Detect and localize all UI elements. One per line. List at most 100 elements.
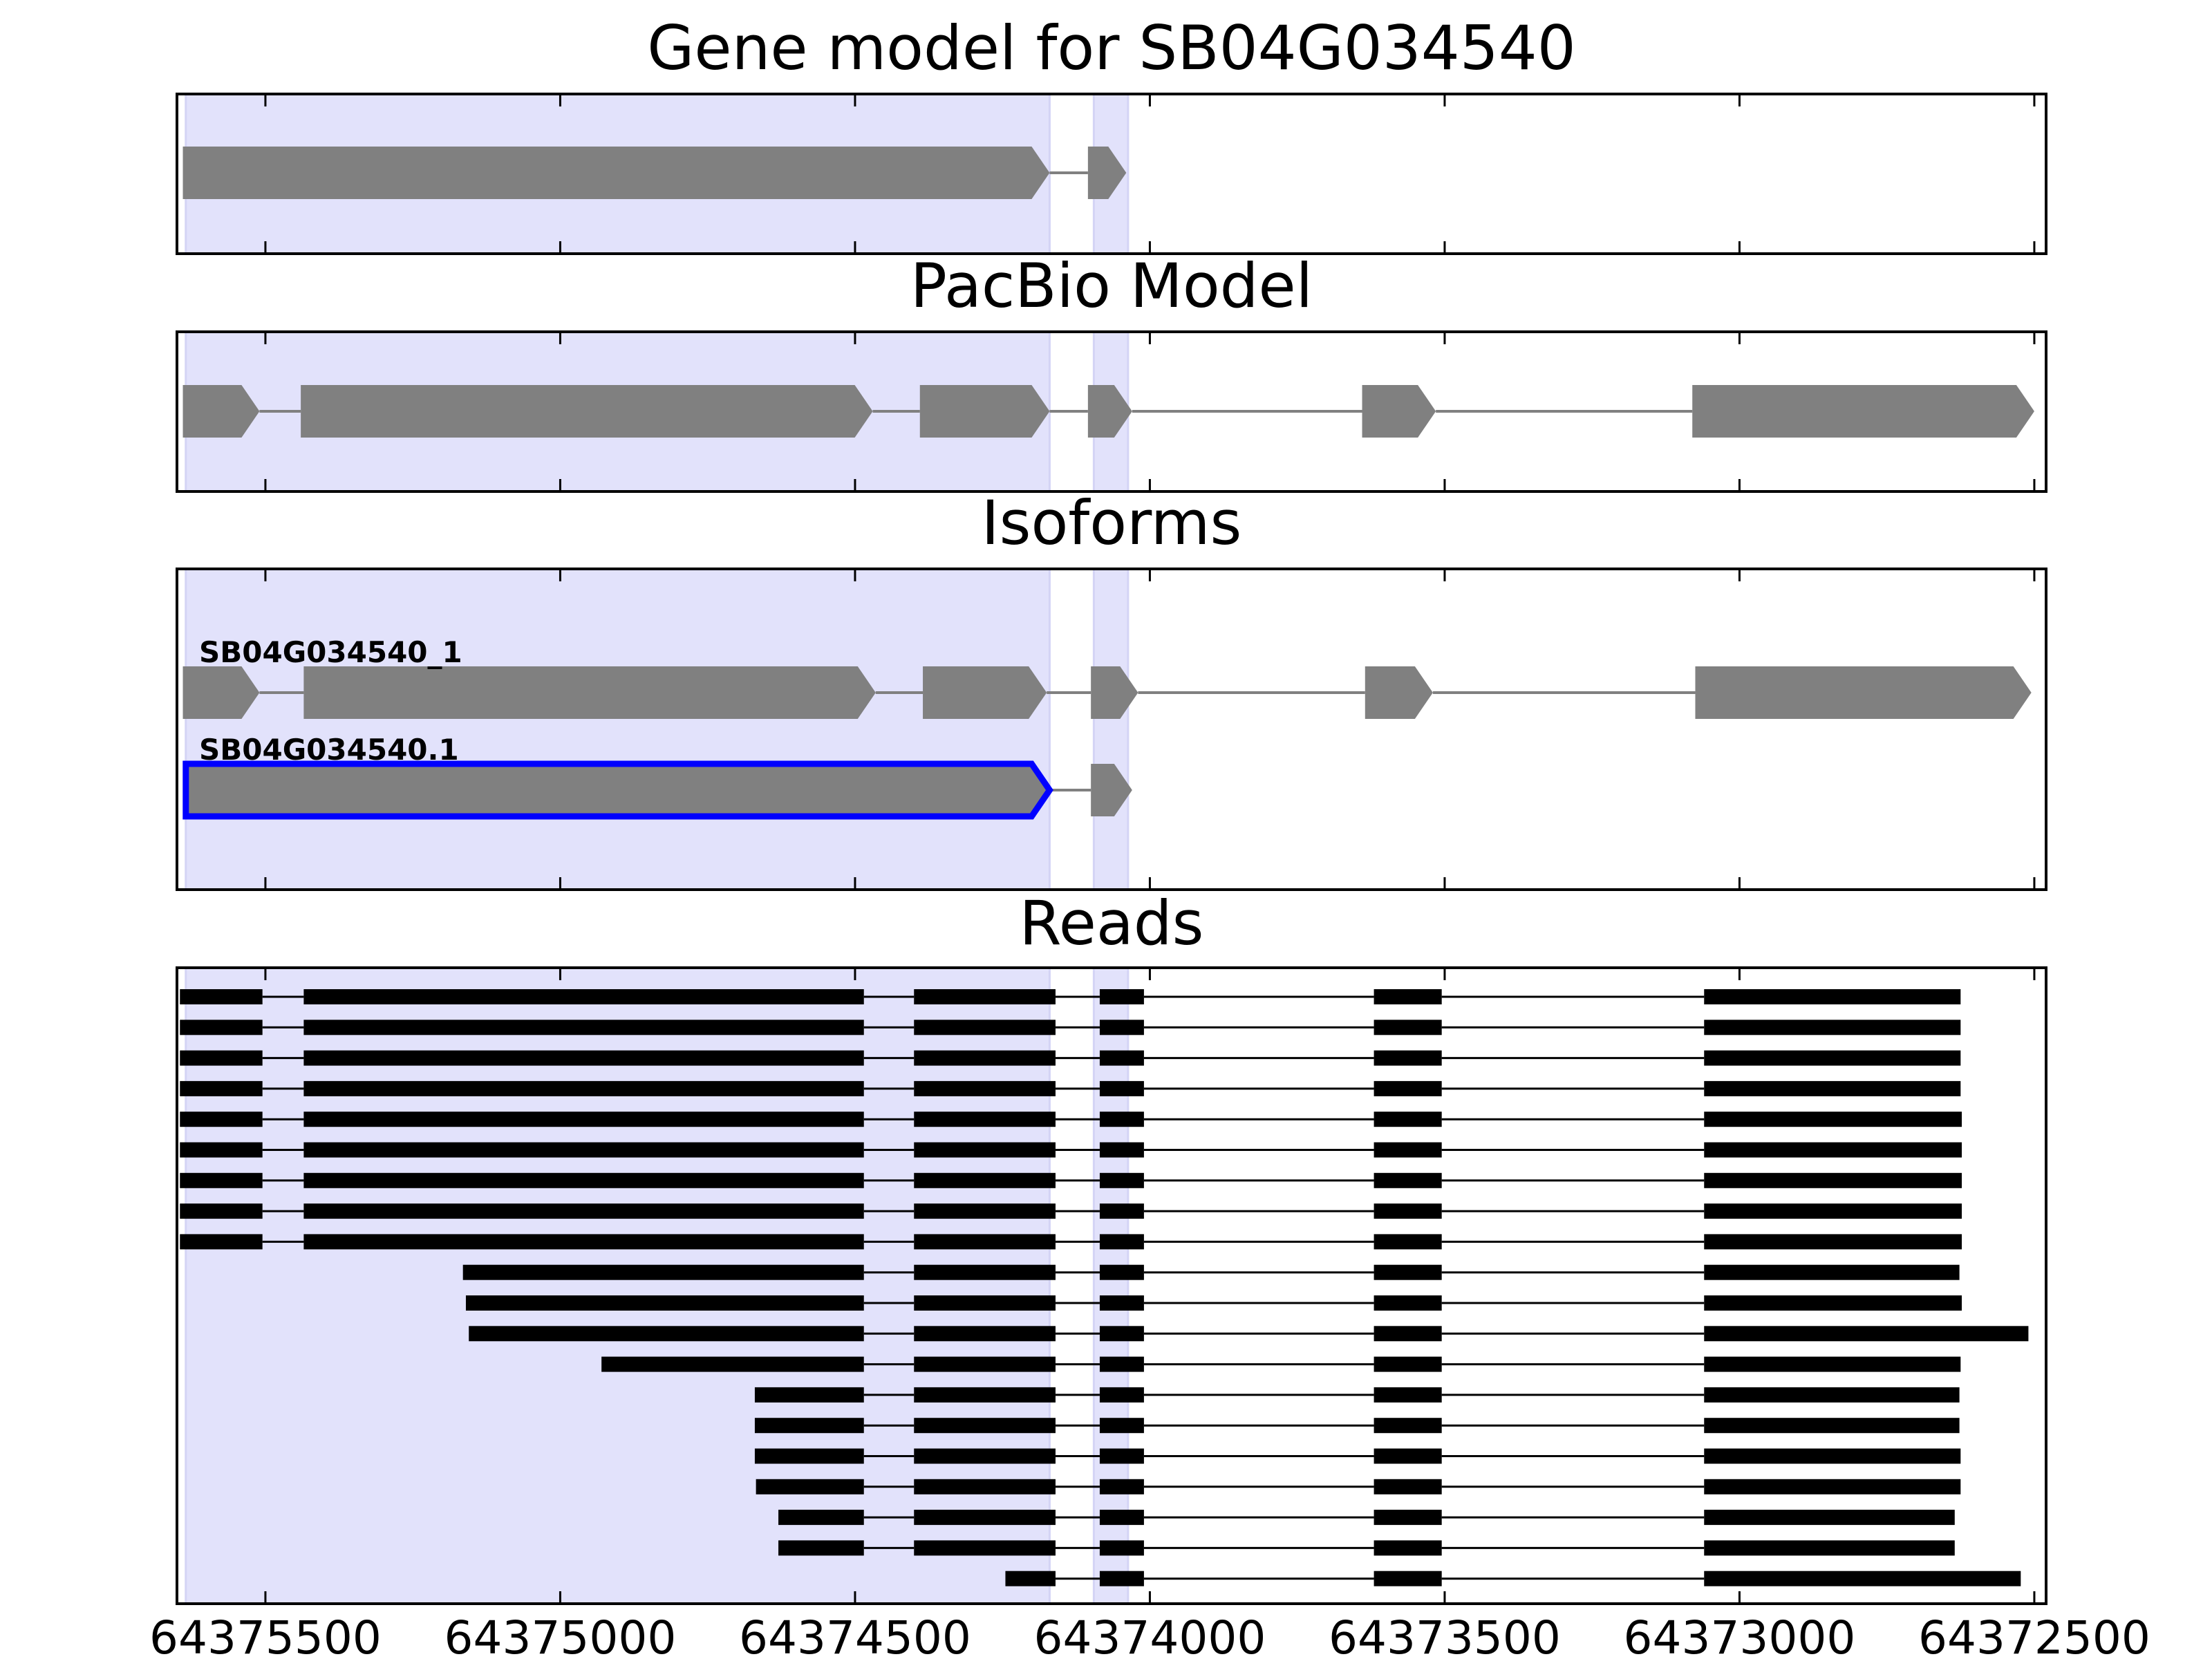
read-row	[180, 1112, 1962, 1127]
read-exon	[1374, 1172, 1442, 1188]
read-row	[180, 1203, 1962, 1219]
read-exon	[1374, 1571, 1442, 1586]
read-exon	[180, 1112, 263, 1127]
read-row	[462, 1264, 1960, 1280]
read-exon	[1374, 1295, 1442, 1311]
read-exon	[1704, 1112, 1962, 1127]
read-row	[180, 1142, 1962, 1158]
read-exon	[914, 1020, 1056, 1035]
read-row	[601, 1356, 1961, 1372]
tick-label: 64374500	[739, 1611, 971, 1659]
read-row	[180, 1172, 1962, 1188]
exon-arrow	[182, 385, 260, 438]
read-exon	[1704, 1295, 1962, 1311]
highlight-region	[1092, 966, 1130, 1605]
exon-arrow	[1091, 666, 1138, 719]
read-exon	[1704, 1418, 1960, 1434]
read-exon	[914, 989, 1056, 1004]
isoform-label: SB04G034540.1	[199, 733, 459, 767]
read-exon	[1374, 1050, 1442, 1066]
exon-arrow	[1695, 666, 2032, 719]
read-exon	[1704, 1540, 1955, 1556]
read-exon	[1374, 1112, 1442, 1127]
exon-arrow	[923, 666, 1047, 719]
read-exon	[180, 1020, 263, 1035]
isoform-label: SB04G034540_1	[199, 635, 462, 669]
read-exon	[1704, 1234, 1962, 1250]
exon-arrow	[1692, 385, 2034, 438]
text-layer: Gene model for SB04G034540 PacBio Model Is…	[149, 12, 2150, 1659]
read-exon	[180, 1080, 263, 1096]
exon-arrow	[182, 760, 1053, 820]
read-exon	[1099, 1234, 1144, 1250]
read-exon	[1704, 1020, 1961, 1035]
transcript-row[interactable]	[182, 147, 1127, 199]
highlight-region	[185, 568, 1051, 891]
read-exon	[1099, 1264, 1144, 1280]
exon-arrow	[301, 385, 873, 438]
exon-arrow	[182, 147, 1050, 199]
read-exon	[303, 1172, 864, 1188]
read-exon	[778, 1510, 864, 1526]
read-row	[180, 1234, 1962, 1250]
tick-label: 64373500	[1329, 1611, 1561, 1659]
exon-arrow	[1087, 385, 1132, 438]
read-exon	[1704, 1356, 1961, 1372]
read-exon	[180, 1203, 263, 1219]
read-exon	[1704, 1203, 1962, 1219]
read-exon	[465, 1295, 864, 1311]
read-exon	[914, 1112, 1056, 1127]
read-exon	[914, 1172, 1056, 1188]
exon-arrow	[919, 385, 1050, 438]
read-exon	[1374, 1356, 1442, 1372]
read-exon	[1099, 1326, 1144, 1342]
read-exon	[1099, 1540, 1144, 1556]
exon-arrow	[1362, 385, 1436, 438]
read-exon	[1374, 1203, 1442, 1219]
read-exon	[1374, 1418, 1442, 1434]
read-exon	[754, 1418, 864, 1434]
read-exon	[469, 1326, 864, 1342]
read-exon	[914, 1356, 1056, 1372]
read-exon	[1704, 1510, 1955, 1526]
transcript-row[interactable]	[182, 760, 1132, 820]
highlight-region	[1092, 568, 1130, 891]
read-exon	[1099, 1510, 1144, 1526]
panel-frame	[176, 330, 2047, 493]
read-exon	[1099, 989, 1144, 1004]
read-row	[778, 1540, 1955, 1556]
read-exon	[1099, 1571, 1144, 1586]
read-exon	[303, 1112, 864, 1127]
read-exon	[1099, 1387, 1144, 1403]
read-exon	[1099, 1112, 1144, 1127]
read-exon	[914, 1540, 1056, 1556]
read-exon	[914, 1448, 1056, 1464]
read-exon	[778, 1540, 864, 1556]
read-exon	[754, 1387, 864, 1403]
transcript-row[interactable]	[182, 385, 2034, 438]
read-exon	[180, 1050, 263, 1066]
tick-label: 64375000	[444, 1611, 676, 1659]
transcript-row[interactable]	[182, 666, 2032, 719]
tick-label: 64375500	[149, 1611, 382, 1659]
panel-frame	[176, 568, 2047, 891]
read-exon	[1099, 1479, 1144, 1494]
panel-title: Reads	[1020, 888, 1204, 959]
read-exon	[1099, 1295, 1144, 1311]
read-exon	[1099, 1020, 1144, 1035]
read-exon	[1374, 989, 1442, 1004]
read-exon	[1704, 1264, 1960, 1280]
panel-frame	[176, 966, 2047, 1605]
read-exon	[303, 989, 864, 1004]
tick-label: 64372500	[1918, 1611, 2150, 1659]
read-row	[180, 989, 1961, 1004]
read-exon	[754, 1448, 864, 1464]
exon-arrow	[1087, 147, 1127, 199]
read-row	[754, 1387, 1960, 1403]
read-exon	[1374, 1326, 1442, 1342]
read-row	[754, 1448, 1961, 1464]
read-exon	[914, 1264, 1056, 1280]
read-exon	[1704, 1050, 1961, 1066]
read-exon	[914, 1050, 1056, 1066]
read-exon	[180, 1172, 263, 1188]
